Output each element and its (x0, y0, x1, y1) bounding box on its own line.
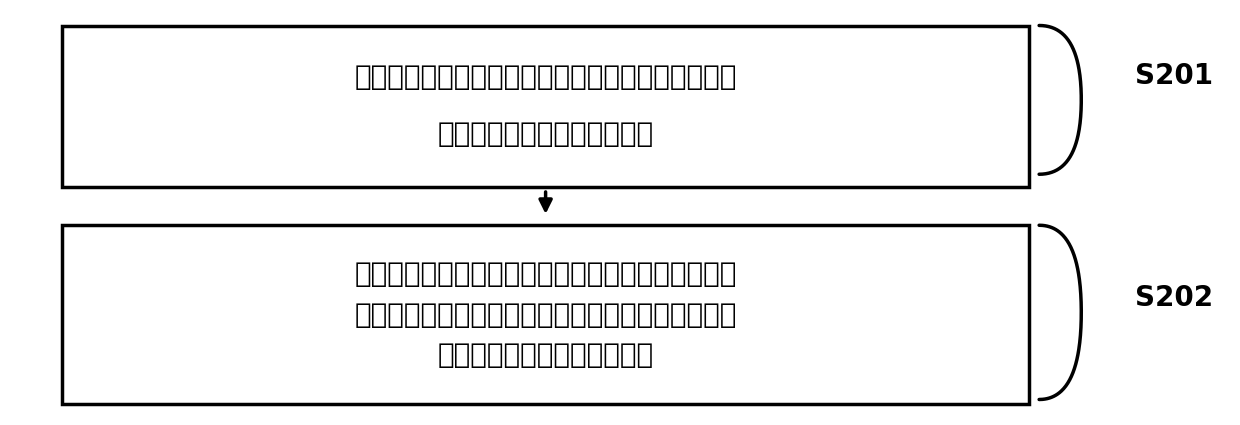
Text: 与试验拟合参数値的对应关系: 与试验拟合参数値的对应关系 (438, 341, 653, 369)
Text: S201: S201 (1135, 62, 1213, 91)
FancyBboxPatch shape (62, 225, 1029, 404)
FancyBboxPatch shape (62, 26, 1029, 187)
Text: 数与试验阻力系数的对应关系: 数与试验阻力系数的对应关系 (438, 120, 653, 148)
Text: 对应关系进行四次多项式拟合计算，得到试验湍流度: 对应关系进行四次多项式拟合计算，得到试验湍流度 (355, 300, 737, 329)
Text: S202: S202 (1135, 283, 1213, 312)
Text: 对不同试验湍流度下的试验雷诺数与试验阻力系数的: 对不同试验湍流度下的试验雷诺数与试验阻力系数的 (355, 260, 737, 288)
Text: 获取试验斜拉索模型在不同试验湍流度下的试验雷诺: 获取试验斜拉索模型在不同试验湍流度下的试验雷诺 (355, 62, 737, 91)
